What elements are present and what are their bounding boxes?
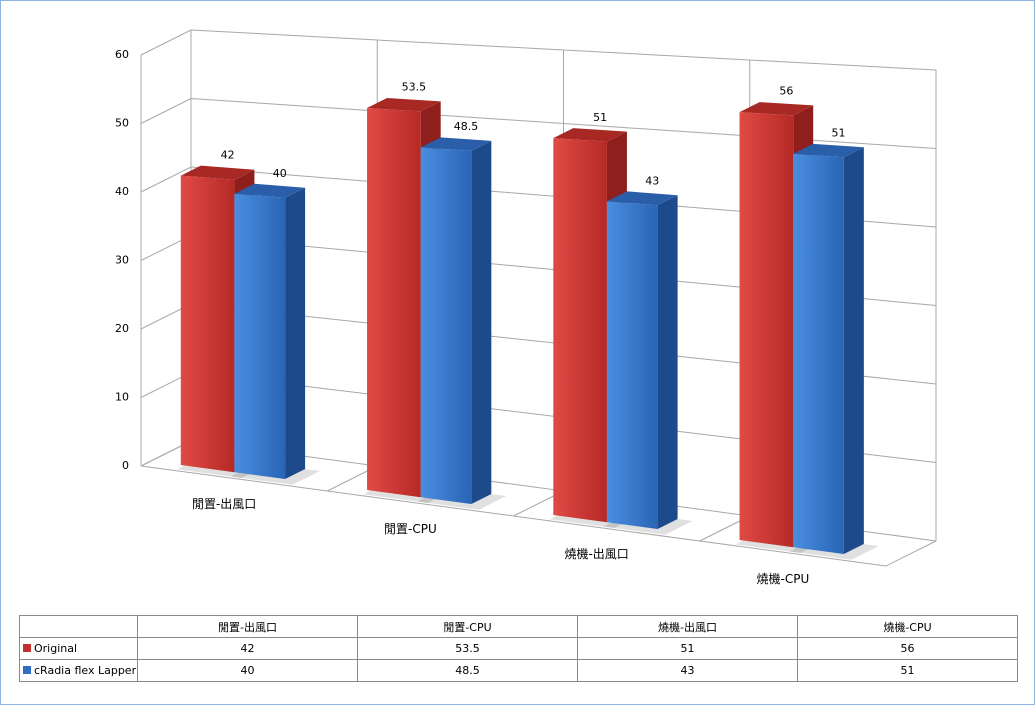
bar-side	[285, 187, 306, 480]
grid-line	[140, 97, 937, 149]
y-tick-label: 30	[115, 254, 129, 267]
legend-entry: Original	[19, 637, 138, 660]
chart: 0 10 20 30 40 50 60 42 40 53.5 48.5 51 43 56 51 閒置-出風口閒…	[115, 29, 937, 586]
y-tick-label: 20	[115, 322, 129, 335]
data-label: 51	[593, 111, 607, 124]
table-header-cell: 閒置-CPU	[357, 615, 578, 638]
bar	[367, 108, 421, 498]
bar	[553, 138, 607, 523]
bar-top	[793, 143, 864, 158]
table-cell: 53.5	[357, 637, 578, 660]
floor-line	[885, 540, 937, 567]
bar-top	[606, 191, 678, 206]
data-label: 51	[832, 127, 846, 140]
y-tick-label: 50	[115, 117, 129, 130]
data-label: 43	[645, 174, 659, 187]
table-header: 閒置-出風口 閒置-CPU 燒機-出風口 燒機-CPU	[19, 615, 1018, 638]
data-label: 48.5	[454, 120, 479, 133]
series-name: Original	[34, 642, 78, 655]
bar	[793, 153, 844, 554]
legend-key	[23, 666, 31, 674]
grid-line	[140, 29, 937, 71]
table-cell: 56	[797, 637, 1018, 660]
x-tick-label: 閒置-出風口	[192, 497, 256, 511]
x-tick-label: 燒機-CPU	[757, 571, 810, 586]
bar-top	[739, 102, 814, 116]
table-cell: 51	[797, 659, 1018, 682]
bar	[420, 147, 472, 504]
series-name: cRadia flex Lapper	[34, 664, 137, 677]
bar	[180, 175, 235, 473]
y-tick-label: 10	[115, 391, 129, 404]
bar-side	[657, 195, 678, 529]
table-header-cell: 燒機-出風口	[577, 615, 798, 638]
table-cell: 40	[137, 659, 358, 682]
legend-key	[23, 644, 31, 652]
y-tick-label: 40	[115, 185, 129, 198]
bar-top	[420, 137, 492, 151]
data-label: 53.5	[402, 81, 427, 94]
x-axis	[140, 465, 887, 567]
table-header-cell: 燒機-CPU	[797, 615, 1018, 638]
table-cell: 42	[137, 637, 358, 660]
data-table: 閒置-出風口 閒置-CPU 燒機-出風口 燒機-CPU Original 42 53…	[19, 615, 1018, 682]
table-cell: 43	[577, 659, 798, 682]
table-cell: 48.5	[357, 659, 578, 682]
table-corner	[19, 615, 138, 638]
data-label: 42	[221, 149, 235, 162]
bar-top	[367, 98, 441, 112]
bar-top	[180, 165, 255, 180]
bar-side	[843, 147, 864, 554]
bar-top	[234, 183, 306, 198]
y-tick-label: 0	[122, 459, 129, 472]
data-label: 40	[273, 167, 287, 180]
bar	[234, 193, 286, 479]
bar-top	[553, 128, 627, 142]
legend-entry: cRadia flex Lapper	[19, 659, 138, 682]
x-tick-label: 閒置-CPU	[384, 522, 437, 536]
y-tick-label: 60	[115, 48, 129, 61]
data-label: 56	[779, 85, 793, 98]
table-row: Original 42 53.5 51 56	[19, 637, 1018, 660]
bar	[739, 112, 794, 548]
table-cell: 51	[577, 637, 798, 660]
table-row: cRadia flex Lapper 40 48.5 43 51	[19, 659, 1018, 682]
bar-side	[471, 140, 492, 505]
table-header-cell: 閒置-出風口	[137, 615, 358, 638]
bar	[606, 201, 658, 530]
x-tick-label: 燒機-出風口	[564, 546, 628, 561]
